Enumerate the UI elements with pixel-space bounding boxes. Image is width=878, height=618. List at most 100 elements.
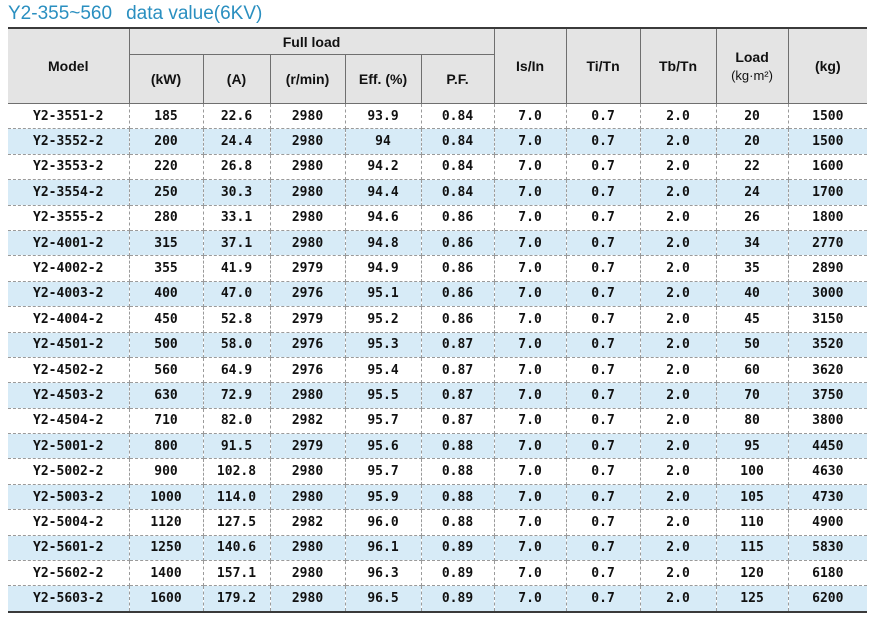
model-cell: Y2-4504-2	[8, 408, 130, 435]
table-row: Y2-5602-2 1400 157.1 2980 96.3 0.89 7.0 0.7 2.0 1…	[8, 560, 868, 587]
power-cell: 185	[128, 103, 204, 130]
is-in-cell: 7.0	[493, 535, 567, 562]
ti-tn-cell: 0.7	[565, 306, 641, 333]
ti-tn-cell: 0.7	[565, 281, 641, 308]
current-cell: 179.2	[202, 585, 271, 613]
tb-tn-cell: 2.0	[639, 509, 717, 536]
power-factor-cell: 0.86	[420, 281, 495, 308]
efficiency-cell: 95.4	[344, 357, 422, 384]
speed-cell: 2980	[269, 585, 346, 613]
weight-cell: 3520	[787, 332, 868, 358]
header-current: (A)	[202, 54, 271, 104]
weight-cell: 5830	[787, 535, 868, 562]
power-cell: 450	[128, 306, 204, 333]
is-in-cell: 7.0	[493, 128, 567, 155]
tb-tn-cell: 2.0	[639, 332, 717, 358]
weight-cell: 1500	[787, 103, 868, 130]
is-in-cell: 7.0	[493, 408, 567, 435]
weight-cell: 3750	[787, 382, 868, 409]
power-cell: 355	[128, 255, 204, 282]
table-row: Y2-5001-2 800 91.5 2979 95.6 0.88 7.0 0.7 2.0 95 4…	[8, 433, 868, 460]
current-cell: 33.1	[202, 205, 271, 231]
efficiency-cell: 95.5	[344, 382, 422, 409]
header-load-label: Load	[735, 49, 769, 65]
tb-tn-cell: 2.0	[639, 306, 717, 333]
motor-spec-table: Model Full load Is/In Ti/Tn Tb/Tn Load (…	[8, 27, 868, 613]
is-in-cell: 7.0	[493, 332, 567, 358]
weight-cell: 4450	[787, 433, 868, 460]
weight-cell: 2770	[787, 230, 868, 257]
tb-tn-cell: 2.0	[639, 230, 717, 257]
model-cell: Y2-5002-2	[8, 458, 130, 485]
weight-cell: 1800	[787, 205, 868, 231]
table-row: Y2-4004-2 450 52.8 2979 95.2 0.86 7.0 0.7 2.0 45 3…	[8, 306, 868, 333]
table-row: Y2-3552-2 200 24.4 2980 94 0.84 7.0 0.7 2.0 20 150…	[8, 128, 868, 155]
table-row: Y2-4002-2 355 41.9 2979 94.9 0.86 7.0 0.7 2.0 35 2…	[8, 255, 868, 282]
weight-cell: 1500	[787, 128, 868, 155]
header-is-in: Is/In	[493, 27, 567, 104]
power-factor-cell: 0.89	[420, 560, 495, 587]
is-in-cell: 7.0	[493, 458, 567, 485]
load-cell: 50	[715, 332, 789, 358]
power-factor-cell: 0.86	[420, 205, 495, 231]
speed-cell: 2980	[269, 560, 346, 587]
load-cell: 26	[715, 205, 789, 231]
load-cell: 100	[715, 458, 789, 485]
tb-tn-cell: 2.0	[639, 535, 717, 562]
power-factor-cell: 0.87	[420, 408, 495, 435]
tb-tn-cell: 2.0	[639, 408, 717, 435]
model-cell: Y2-3555-2	[8, 205, 130, 231]
tb-tn-cell: 2.0	[639, 205, 717, 231]
power-factor-cell: 0.84	[420, 103, 495, 130]
current-cell: 47.0	[202, 281, 271, 308]
efficiency-cell: 93.9	[344, 103, 422, 130]
speed-cell: 2980	[269, 205, 346, 231]
power-factor-cell: 0.88	[420, 433, 495, 460]
is-in-cell: 7.0	[493, 585, 567, 613]
current-cell: 140.6	[202, 535, 271, 562]
load-cell: 22	[715, 154, 789, 181]
power-cell: 900	[128, 458, 204, 485]
power-cell: 1600	[128, 585, 204, 613]
tb-tn-cell: 2.0	[639, 458, 717, 485]
tb-tn-cell: 2.0	[639, 433, 717, 460]
weight-cell: 1700	[787, 179, 868, 206]
model-cell: Y2-5603-2	[8, 585, 130, 613]
is-in-cell: 7.0	[493, 382, 567, 409]
speed-cell: 2980	[269, 484, 346, 511]
current-cell: 22.6	[202, 103, 271, 130]
model-cell: Y2-4502-2	[8, 357, 130, 384]
speed-cell: 2980	[269, 128, 346, 155]
current-cell: 157.1	[202, 560, 271, 587]
current-cell: 127.5	[202, 509, 271, 536]
table-row: Y2-5003-2 1000 114.0 2980 95.9 0.88 7.0 0.7 2.0 1…	[8, 484, 868, 511]
power-cell: 500	[128, 332, 204, 358]
table-row: Y2-5603-2 1600 179.2 2980 96.5 0.89 7.0 0.7 2.0 1…	[8, 585, 868, 613]
power-factor-cell: 0.86	[420, 306, 495, 333]
power-cell: 1120	[128, 509, 204, 536]
efficiency-cell: 96.0	[344, 509, 422, 536]
header-full-load: Full load	[128, 27, 495, 55]
speed-cell: 2980	[269, 230, 346, 257]
load-cell: 20	[715, 128, 789, 155]
tb-tn-cell: 2.0	[639, 484, 717, 511]
table-body: Y2-3551-2 185 22.6 2980 93.9 0.84 7.0 0.7 2.0 20 1…	[8, 103, 868, 613]
ti-tn-cell: 0.7	[565, 230, 641, 257]
speed-cell: 2979	[269, 433, 346, 460]
is-in-cell: 7.0	[493, 230, 567, 257]
table-row: Y2-4501-2 500 58.0 2976 95.3 0.87 7.0 0.7 2.0 50 3…	[8, 332, 868, 358]
load-cell: 34	[715, 230, 789, 257]
ti-tn-cell: 0.7	[565, 560, 641, 587]
model-cell: Y2-3553-2	[8, 154, 130, 181]
current-cell: 102.8	[202, 458, 271, 485]
header-tb-tn: Tb/Tn	[639, 27, 717, 104]
is-in-cell: 7.0	[493, 281, 567, 308]
weight-cell: 1600	[787, 154, 868, 181]
power-factor-cell: 0.87	[420, 332, 495, 358]
speed-cell: 2980	[269, 382, 346, 409]
power-cell: 630	[128, 382, 204, 409]
efficiency-cell: 95.7	[344, 458, 422, 485]
weight-cell: 3800	[787, 408, 868, 435]
current-cell: 64.9	[202, 357, 271, 384]
model-cell: Y2-4501-2	[8, 332, 130, 358]
